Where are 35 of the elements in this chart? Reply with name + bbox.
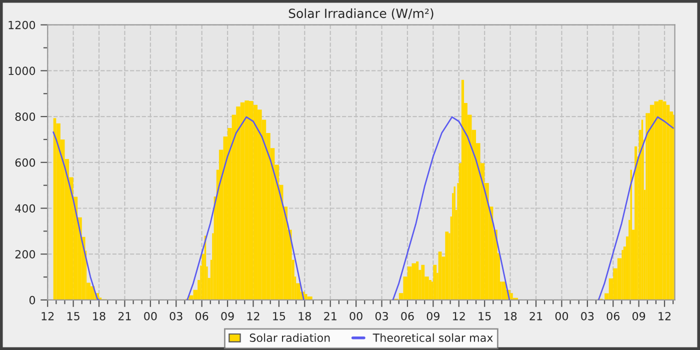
x-tick-label: 06 xyxy=(195,312,208,320)
y-tick-label: 800 xyxy=(15,112,36,121)
x-tick-label: 03 xyxy=(581,312,594,320)
legend-label: Solar radiation xyxy=(250,333,330,342)
y-tick-label: 400 xyxy=(15,204,36,213)
x-tick-label: 06 xyxy=(606,312,620,320)
x-tick-label: 12 xyxy=(42,312,54,320)
x-tick-label: 18 xyxy=(298,312,311,320)
x-tick-label: 09 xyxy=(221,312,234,320)
x-tick-label: 09 xyxy=(426,312,440,320)
x-tick-label: 18 xyxy=(93,312,106,320)
chart-title: Solar Irradiance (W/m²) xyxy=(288,8,434,20)
x-tick-label: 00 xyxy=(144,312,157,320)
x-tick-label: 21 xyxy=(118,312,131,320)
y-tick-label: 1000 xyxy=(8,66,36,76)
y-tick-label: 1200 xyxy=(8,20,36,30)
x-tick-label: 12 xyxy=(658,312,670,320)
y-tick-label: 0 xyxy=(29,296,36,304)
y-tick-label: 200 xyxy=(15,250,36,258)
x-tick-label: 15 xyxy=(478,312,491,320)
x-tick-label: 12 xyxy=(453,312,465,320)
x-tick-label: 03 xyxy=(375,312,388,320)
legend-label: Theoretical solar max xyxy=(372,333,493,342)
x-tick-label: 15 xyxy=(67,312,80,320)
x-tick-label: 18 xyxy=(504,312,517,320)
x-tick-label: 12 xyxy=(247,312,260,320)
x-tick-label: 06 xyxy=(401,312,414,320)
y-tick-label: 600 xyxy=(15,158,36,167)
x-tick-label: 15 xyxy=(273,312,286,320)
x-tick-label: 21 xyxy=(530,312,542,320)
x-tick-label: 03 xyxy=(170,312,182,320)
x-tick-label: 21 xyxy=(324,312,336,320)
x-tick-label: 09 xyxy=(632,312,646,320)
x-tick-label: 00 xyxy=(350,312,362,320)
x-tick-label: 00 xyxy=(555,312,568,320)
